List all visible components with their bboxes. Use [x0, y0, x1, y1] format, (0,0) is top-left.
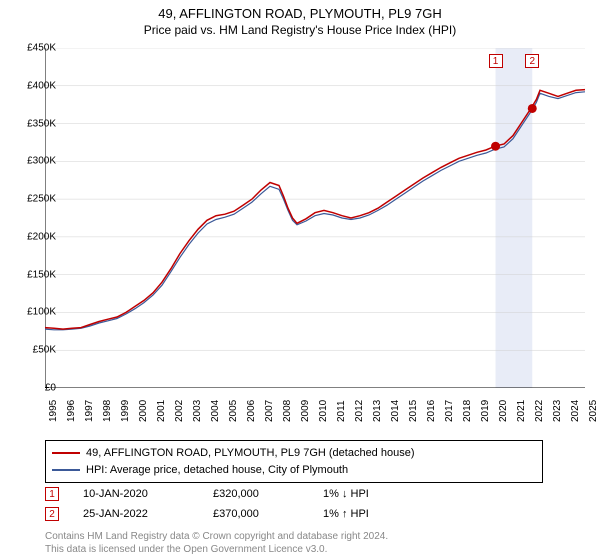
x-axis-label: 2018 — [462, 400, 473, 422]
title-block: 49, AFFLINGTON ROAD, PLYMOUTH, PL9 7GH P… — [0, 0, 600, 37]
sale-marker: 1 — [45, 487, 59, 501]
x-axis-label: 2011 — [336, 400, 347, 422]
sale-callout: 2 — [525, 54, 539, 68]
y-axis-label: £250K — [27, 194, 56, 205]
x-axis-label: 1999 — [120, 400, 131, 422]
x-axis-label: 2019 — [480, 400, 491, 422]
sale-hpi: 1% ↑ HPI — [323, 508, 413, 520]
x-axis-label: 2017 — [444, 400, 455, 422]
x-axis-label: 2014 — [390, 400, 401, 422]
x-axis-label: 2013 — [372, 400, 383, 422]
y-axis-label: £50K — [33, 345, 56, 356]
x-axis-label: 2015 — [408, 400, 419, 422]
chart-area — [45, 48, 585, 388]
x-axis-label: 2003 — [192, 400, 203, 422]
x-axis-label: 1997 — [84, 400, 95, 422]
legend-item: 49, AFFLINGTON ROAD, PLYMOUTH, PL9 7GH (… — [52, 445, 536, 462]
x-axis-label: 1996 — [66, 400, 77, 422]
x-axis-label: 2010 — [318, 400, 329, 422]
legend-item: HPI: Average price, detached house, City… — [52, 462, 536, 479]
footer-line1: Contains HM Land Registry data © Crown c… — [45, 530, 388, 543]
sale-date: 25-JAN-2022 — [83, 508, 213, 520]
x-axis-label: 1998 — [102, 400, 113, 422]
x-axis-label: 1995 — [48, 400, 59, 422]
x-axis-label: 2004 — [210, 400, 221, 422]
sale-row: 1 10-JAN-2020£320,0001% ↓ HPI — [45, 484, 543, 504]
x-axis-label: 2024 — [570, 400, 581, 422]
x-axis-label: 2023 — [552, 400, 563, 422]
x-axis-label: 2001 — [156, 400, 167, 422]
chart-title: 49, AFFLINGTON ROAD, PLYMOUTH, PL9 7GH — [0, 6, 600, 21]
x-axis-label: 2000 — [138, 400, 149, 422]
x-axis-label: 2009 — [300, 400, 311, 422]
sale-price: £370,000 — [213, 508, 323, 520]
sale-date: 10-JAN-2020 — [83, 488, 213, 500]
x-axis-label: 2007 — [264, 400, 275, 422]
chart-svg — [45, 48, 585, 388]
y-axis-label: £300K — [27, 156, 56, 167]
x-axis-label: 2016 — [426, 400, 437, 422]
y-axis-label: £150K — [27, 269, 56, 280]
footer: Contains HM Land Registry data © Crown c… — [45, 530, 388, 556]
legend-label: HPI: Average price, detached house, City… — [86, 462, 348, 479]
y-axis-label: £350K — [27, 118, 56, 129]
x-axis-label: 2005 — [228, 400, 239, 422]
x-axis-label: 2025 — [588, 400, 599, 422]
x-axis-label: 2002 — [174, 400, 185, 422]
x-axis-label: 2021 — [516, 400, 527, 422]
chart-container: 49, AFFLINGTON ROAD, PLYMOUTH, PL9 7GH P… — [0, 0, 600, 560]
sale-table: 1 10-JAN-2020£320,0001% ↓ HPI 2 25-JAN-2022… — [45, 484, 543, 524]
footer-line2: This data is licensed under the Open Gov… — [45, 543, 388, 556]
x-axis-label: 2012 — [354, 400, 365, 422]
y-axis-label: £0 — [45, 383, 56, 394]
x-axis-label: 2020 — [498, 400, 509, 422]
y-axis-label: £450K — [27, 43, 56, 54]
x-axis-label: 2022 — [534, 400, 545, 422]
x-axis-label: 2006 — [246, 400, 257, 422]
legend-swatch — [52, 469, 80, 471]
sale-price: £320,000 — [213, 488, 323, 500]
legend-swatch — [52, 452, 80, 454]
y-axis-label: £200K — [27, 231, 56, 242]
sale-marker: 2 — [45, 507, 59, 521]
y-axis-label: £100K — [27, 307, 56, 318]
sale-callout: 1 — [489, 54, 503, 68]
x-axis-label: 2008 — [282, 400, 293, 422]
legend: 49, AFFLINGTON ROAD, PLYMOUTH, PL9 7GH (… — [45, 440, 543, 483]
sale-row: 2 25-JAN-2022£370,0001% ↑ HPI — [45, 504, 543, 524]
legend-label: 49, AFFLINGTON ROAD, PLYMOUTH, PL9 7GH (… — [86, 445, 415, 462]
sale-hpi: 1% ↓ HPI — [323, 488, 413, 500]
y-axis-label: £400K — [27, 80, 56, 91]
chart-subtitle: Price paid vs. HM Land Registry's House … — [0, 23, 600, 37]
